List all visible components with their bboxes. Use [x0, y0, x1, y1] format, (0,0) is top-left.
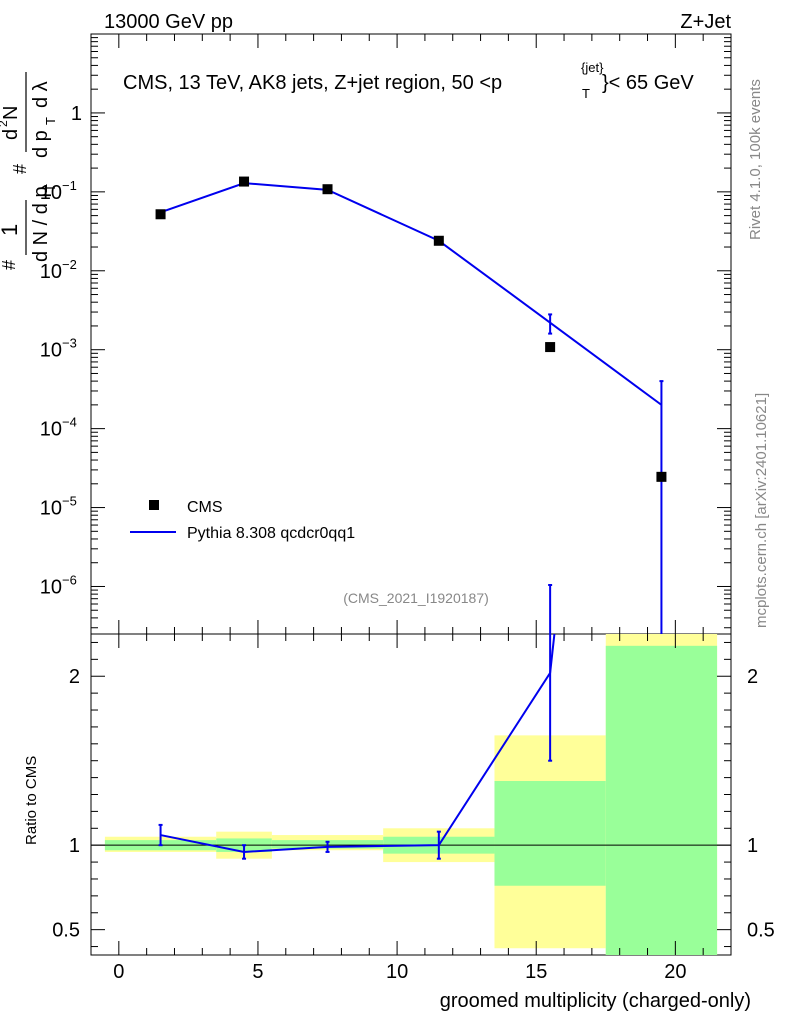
legend-title-sub: T	[582, 86, 590, 101]
y-tick-exponent: −1	[62, 178, 77, 193]
y-tick-label: 10	[40, 340, 62, 362]
ratio-y-tick-label-right: 0.5	[747, 920, 775, 942]
y-tick-exponent: −6	[62, 572, 77, 587]
cms-data-point	[322, 184, 333, 195]
ratio-uncertainty-bands	[91, 634, 731, 955]
main-plot-frame	[90, 33, 732, 635]
x-tick-label: 0	[113, 961, 124, 983]
legend-mc-label: Pythia 8.308 qcdcr0qq1	[187, 525, 355, 542]
cms-data-point	[239, 176, 250, 187]
ylabel-hash2: #	[10, 164, 30, 174]
legend-title: CMS, 13 TeV, AK8 jets, Z+jet region, 50 …	[123, 72, 502, 94]
y-tick-label: 10	[40, 419, 62, 441]
ylabel-sup-2: 2	[0, 120, 10, 127]
ratio-band-inner	[494, 780, 606, 886]
main-series-layer	[155, 176, 667, 634]
x-tick-label: 20	[664, 961, 686, 983]
ratio-y-tick-label-right: 2	[747, 666, 758, 688]
xlabel: groomed multiplicity (charged-only)	[440, 990, 751, 1012]
ratio-y-tick-label-left: 0.5	[52, 920, 80, 942]
ylabel-n: N	[0, 106, 22, 120]
mc-series-line	[160, 182, 663, 406]
analysis-id: (CMS_2021_I1920187)	[343, 590, 489, 606]
ylabel-dpt: d p	[30, 130, 52, 158]
ylabel-hash1: #	[0, 260, 19, 270]
main-ylabel: # 1 d N / d p T # d 2 N d p T d λ	[0, 72, 58, 270]
rivet-version-text: Rivet 4.1.0, 100k events	[747, 79, 764, 240]
header-right: Z+Jet	[680, 11, 731, 33]
legend-cms-label: CMS	[187, 499, 223, 516]
ratio-axis-ticks: 0 5 10 15 20 0.5 0.5 1 1 2 2	[52, 634, 775, 983]
legend-cms-marker	[149, 500, 159, 510]
x-tick-label: 10	[386, 961, 408, 983]
main-axis-ticks: 110−110−210−310−410−510−6	[40, 33, 732, 634]
cms-data-point	[545, 342, 556, 353]
mcplots-text: mcplots.cern.ch [arXiv:2401.10621]	[753, 393, 770, 628]
y-tick-label: 1	[71, 103, 82, 125]
header-left: 13000 GeV pp	[104, 11, 233, 33]
ylabel-one: 1	[0, 224, 22, 236]
ylabel-sub-t2: T	[43, 117, 58, 125]
y-tick-label: 10	[40, 182, 62, 204]
cms-data-point	[433, 235, 444, 246]
ylabel-d: d	[0, 129, 22, 140]
ratio-y-tick-label-left: 1	[69, 835, 80, 857]
cms-data-point	[656, 471, 667, 482]
ylabel-sub-t1: T	[43, 184, 58, 192]
y-tick-exponent: −2	[62, 257, 77, 272]
x-tick-label: 15	[525, 961, 547, 983]
ylabel-dlambda: d λ	[30, 81, 52, 108]
y-tick-label: 10	[40, 576, 62, 598]
ratio-series-layer	[158, 584, 556, 860]
cms-data-point	[155, 209, 166, 220]
legend-title-end: }< 65 GeV	[602, 72, 694, 94]
y-tick-exponent: −3	[62, 336, 77, 351]
ratio-y-tick-label-right: 1	[747, 835, 758, 857]
ratio-series-line	[160, 634, 556, 853]
ratio-ylabel: Ratio to CMS	[23, 756, 40, 845]
y-tick-label: 10	[40, 498, 62, 520]
ratio-y-tick-label-left: 2	[69, 666, 80, 688]
ylabel-dn-dpt: d N / d p	[30, 186, 52, 262]
x-tick-label: 5	[252, 961, 263, 983]
ratio-band-inner	[605, 645, 718, 955]
legend-title-sup: {jet}	[581, 60, 604, 75]
y-tick-exponent: −5	[62, 494, 77, 509]
y-tick-exponent: −4	[62, 415, 77, 430]
y-tick-label: 10	[40, 261, 62, 283]
